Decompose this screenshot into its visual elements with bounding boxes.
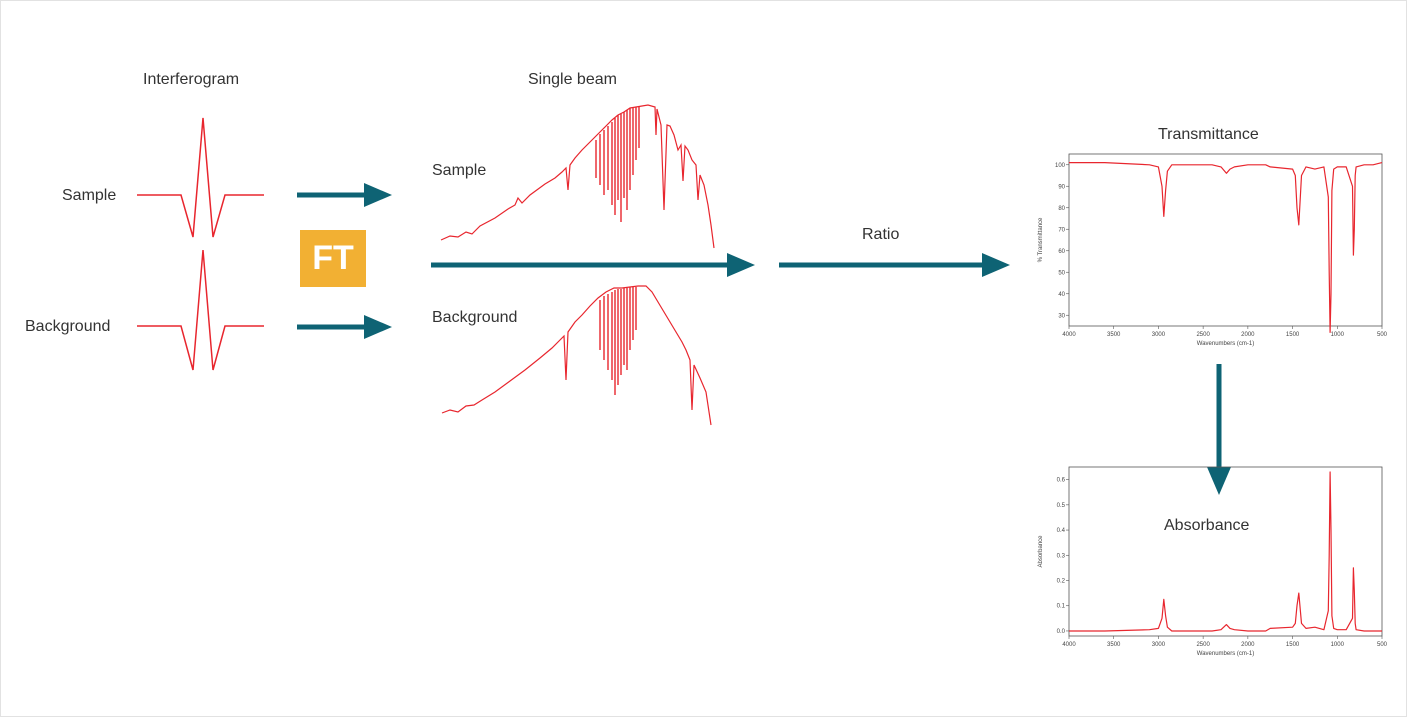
transmittance-y-tick-label: 70	[1058, 227, 1065, 233]
absorbance-y-tick-label: 0.5	[1057, 503, 1066, 509]
transmittance-x-tick-label: 1000	[1331, 332, 1345, 338]
transmittance-x-tick-label: 4000	[1062, 332, 1076, 338]
absorbance-y-axis-label: Absorbance	[1038, 535, 1044, 568]
transmittance-x-tick-label: 3500	[1107, 332, 1121, 338]
absorbance-y-tick-label: 0.0	[1057, 629, 1066, 635]
arrow-background-to-ft	[297, 315, 392, 339]
arrow-sample-to-ft	[297, 183, 392, 207]
ratio-label: Ratio	[862, 226, 900, 243]
transmittance-x-axis-label: Wavenumbers (cm-1)	[1197, 341, 1254, 347]
absorbance-x-tick-label: 500	[1377, 642, 1388, 648]
absorbance-y-tick-label: 0.4	[1057, 528, 1066, 534]
absorbance-x-tick-label: 3000	[1152, 642, 1166, 648]
transmittance-x-tick-label: 3000	[1152, 332, 1166, 338]
background-label-left: Background	[25, 318, 111, 335]
transmittance-y-tick-label: 80	[1058, 206, 1065, 212]
single-beam-background-spectrum	[441, 285, 712, 426]
transmittance-y-tick-label: 60	[1058, 249, 1065, 255]
absorbance-x-tick-label: 1000	[1331, 642, 1345, 648]
absorbance-x-tick-label: 3500	[1107, 642, 1121, 648]
transmittance-y-tick-label: 90	[1058, 184, 1065, 190]
transmittance-plot-frame	[1068, 153, 1383, 327]
absorbance-y-tick-label: 0.1	[1057, 604, 1066, 610]
interferogram-heading: Interferogram	[143, 71, 240, 88]
absorbance-x-axis-label: Wavenumbers (cm-1)	[1197, 651, 1254, 657]
background-beam-label: Background	[432, 309, 518, 326]
transmittance-x-tick-label: 2000	[1241, 332, 1255, 338]
transmittance-x-tick-label: 2500	[1196, 332, 1210, 338]
arrow-ratio-to-transmittance	[779, 253, 1010, 277]
transmittance-y-tick-label: 40	[1058, 292, 1065, 298]
interferogram-sample-trace	[137, 117, 264, 238]
absorbance-chart: 4000 3500 3000 2500 2000 1500 1000 500 0.0 0.1 0.2…	[1038, 466, 1388, 657]
absorbance-y-tick-label: 0.3	[1057, 553, 1066, 559]
single-beam-sample-spectrum	[440, 104, 715, 249]
sample-label-left: Sample	[62, 187, 117, 204]
transmittance-chart: 4000 3500 3000 2500 2000 1500 1000 500 100 90 80 70…	[1038, 153, 1388, 347]
absorbance-x-tick-label: 2000	[1241, 642, 1255, 648]
transmittance-y-tick-label: 30	[1058, 313, 1065, 319]
interferogram-background-trace	[137, 249, 264, 371]
absorbance-y-tick-label: 0.6	[1057, 478, 1066, 484]
absorbance-title: Absorbance	[1164, 517, 1250, 534]
arrow-single-beam-to-ratio	[431, 253, 755, 277]
transmittance-series-line	[1069, 162, 1383, 333]
ft-box: FT	[300, 230, 366, 287]
transmittance-y-axis-label: % Transmittance	[1038, 217, 1044, 262]
sample-beam-label: Sample	[432, 162, 487, 179]
transmittance-x-tick-label: 500	[1377, 332, 1388, 338]
arrow-transmittance-to-absorbance	[1207, 364, 1231, 495]
transmittance-x-tick-label: 1500	[1286, 332, 1300, 338]
absorbance-x-tick-label: 2500	[1196, 642, 1210, 648]
transmittance-y-tick-label: 100	[1055, 163, 1066, 169]
transmittance-y-tick-label: 50	[1058, 270, 1065, 276]
absorbance-x-tick-label: 4000	[1062, 642, 1076, 648]
absorbance-plot-frame	[1068, 466, 1383, 637]
absorbance-x-tick-label: 1500	[1286, 642, 1300, 648]
transmittance-title: Transmittance	[1158, 126, 1259, 143]
absorbance-series-line	[1069, 471, 1382, 632]
absorbance-y-tick-label: 0.2	[1057, 579, 1066, 585]
single-beam-heading: Single beam	[528, 71, 617, 88]
